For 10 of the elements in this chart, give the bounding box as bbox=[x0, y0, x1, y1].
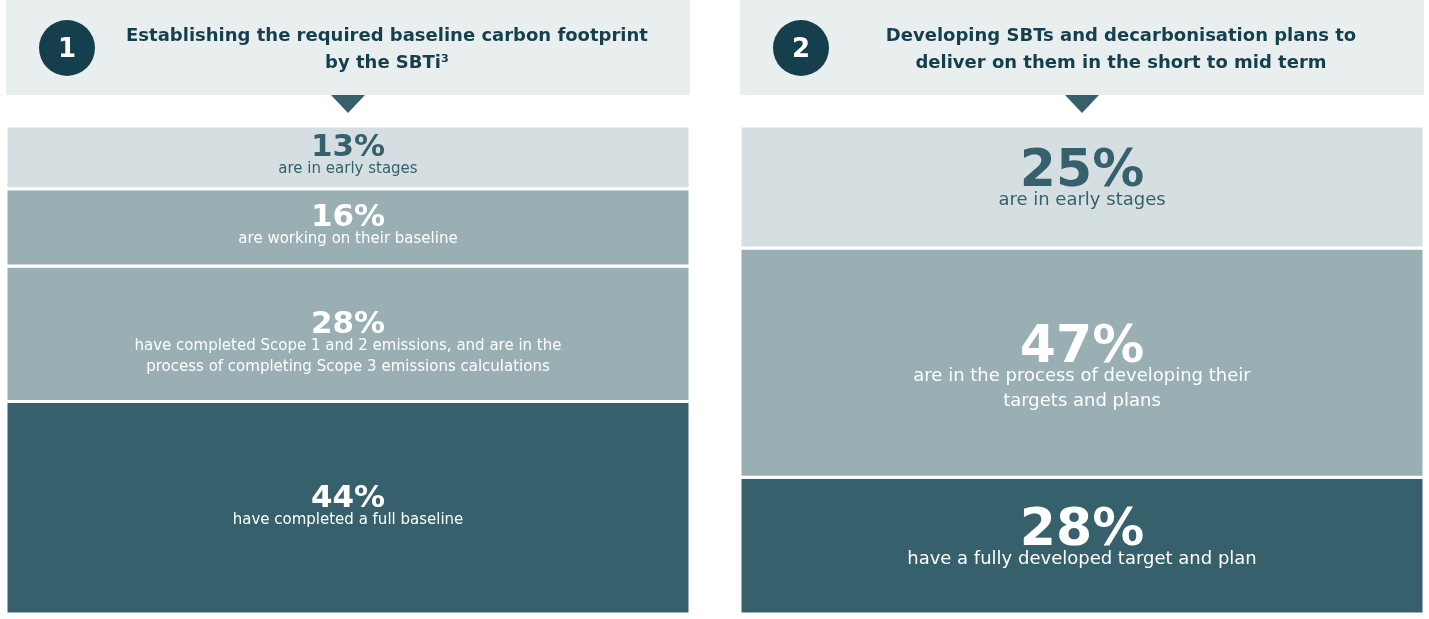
series-label: have completed Scope 1 and 2 emissions, and are in the process of completing Scope 3 emissions calculations bbox=[134, 335, 562, 375]
chart-title: Establishing the required baseline carbon footprint by the SBTi³ bbox=[125, 22, 649, 74]
series-label: are in the process of developing their targets and plans bbox=[913, 363, 1252, 410]
text: 1 bbox=[39, 19, 95, 76]
text: 2 bbox=[773, 19, 829, 76]
chart-title: Developing SBTs and decarbonisation plans to deliver on them in the short to mid term bbox=[884, 22, 1358, 74]
series-label: are working on their baseline bbox=[238, 229, 458, 248]
series-label: are in early stages bbox=[998, 188, 1166, 209]
series-label: are in early stages bbox=[278, 159, 418, 178]
series-label: have completed a full baseline bbox=[232, 509, 464, 528]
